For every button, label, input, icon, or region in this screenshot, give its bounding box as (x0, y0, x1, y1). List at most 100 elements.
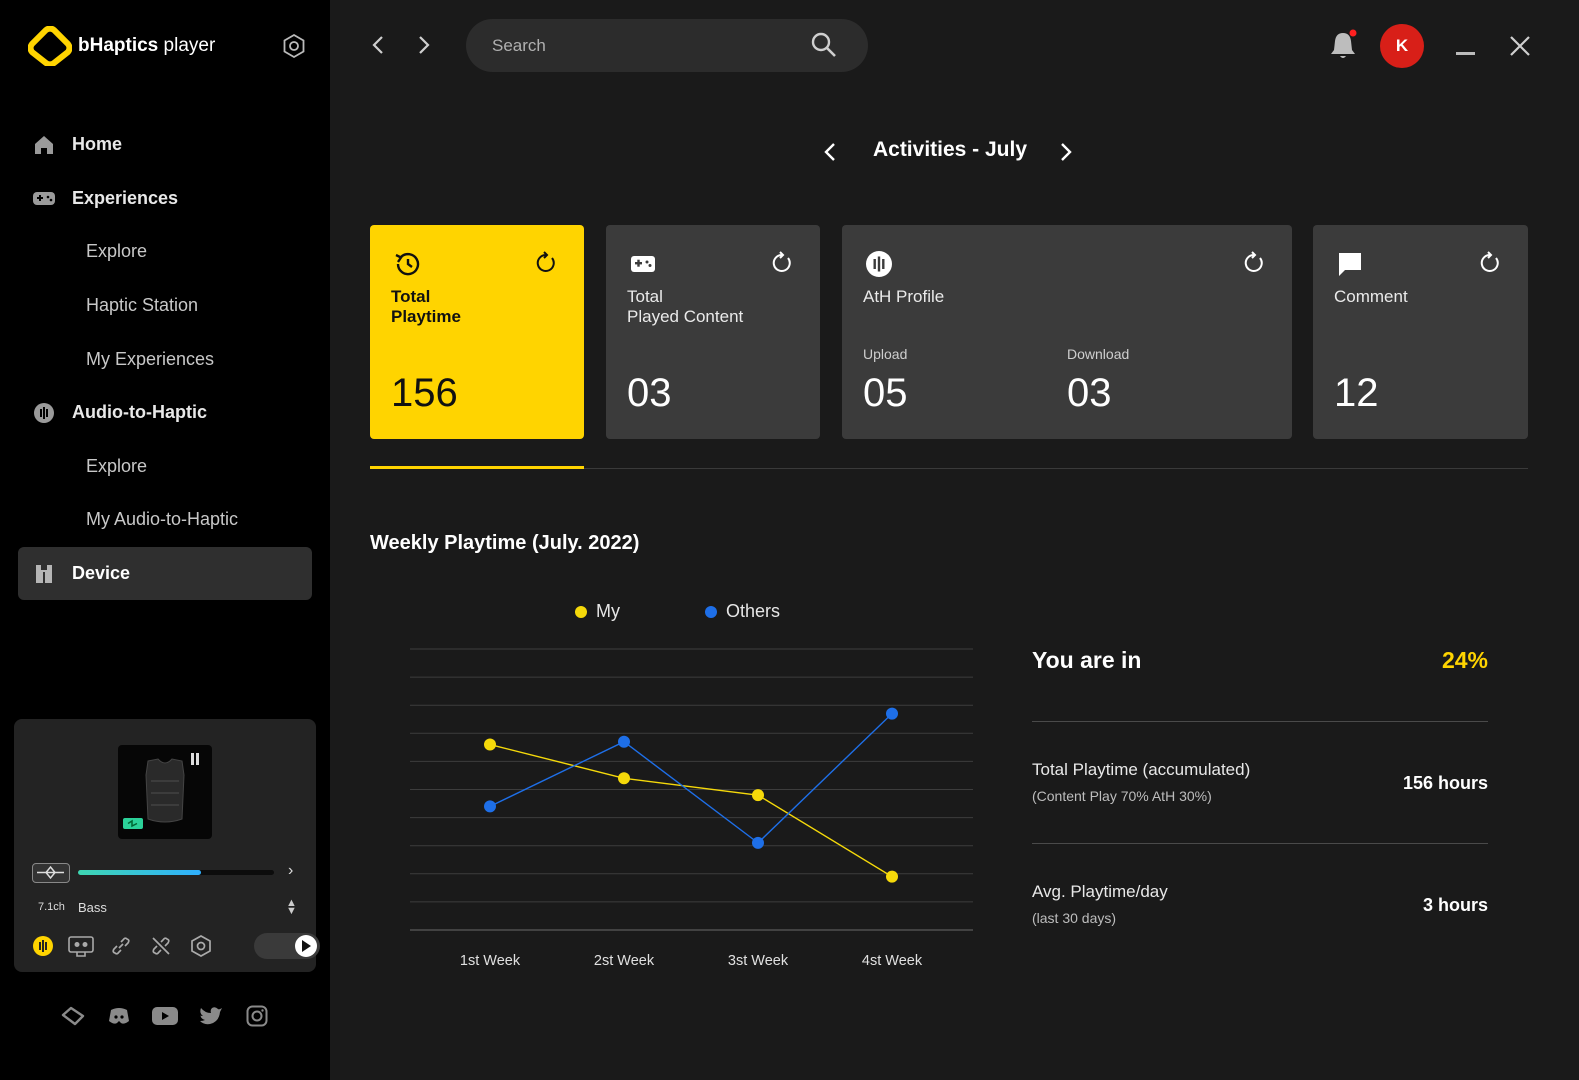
sidebar-item-my-audio-to-haptic[interactable]: My Audio-to-Haptic (18, 493, 312, 547)
legend-item-others: Others (705, 601, 780, 622)
sidebar-item-label: Explore (86, 455, 148, 476)
sidebar-item-experiences[interactable]: Experiences (18, 172, 312, 226)
sidebar-nav: Home Experiences Explore Haptic Station … (18, 118, 312, 601)
search-icon[interactable] (810, 31, 838, 59)
sidebar-item-home[interactable]: Home (18, 118, 312, 172)
channel-badge: 7.1ch (38, 901, 65, 913)
app-logo[interactable]: bHaptics player (28, 26, 215, 66)
gamepad-icon (631, 256, 655, 272)
data-point-my (618, 772, 630, 785)
sidebar-item-label: Explore (86, 241, 148, 262)
avg-playtime-label: Avg. Playtime/day (1032, 882, 1168, 901)
intensity-slider[interactable] (78, 870, 274, 875)
data-point-others (484, 800, 496, 813)
rank-value: 24% (1441, 647, 1488, 673)
card-total-played-content[interactable]: Total Played Content 03 (606, 225, 820, 439)
device-thumbnail[interactable] (118, 745, 212, 839)
legend-item-my: My (575, 601, 620, 622)
youtube-icon[interactable] (152, 1003, 178, 1029)
app-name: bHaptics player (78, 35, 216, 56)
data-point-my (886, 870, 898, 883)
card-comment[interactable]: Comment 12 (1313, 225, 1528, 439)
refresh-icon[interactable] (770, 251, 794, 275)
device-card: › 7.1ch Bass ▲ ▼ (14, 719, 320, 972)
x-tick-label: 4st Week (862, 953, 923, 969)
avatar[interactable]: K (1380, 24, 1424, 68)
legend-dot (575, 605, 587, 618)
home-icon (32, 133, 56, 157)
audio-haptic-icon (866, 251, 892, 277)
rank-label: You are in (1032, 647, 1142, 673)
mode-select[interactable]: Bass (78, 900, 107, 915)
sort-arrows-icon[interactable]: ▲ ▼ (286, 897, 297, 917)
next-month-icon[interactable] (1056, 140, 1076, 164)
screen-record-icon[interactable] (68, 933, 94, 959)
divider (1032, 721, 1488, 722)
avg-playtime-period: (last 30 days) (1032, 910, 1117, 926)
weekly-playtime-chart: 1st Week 2st Week 3st Week 4st Week (410, 648, 973, 969)
notification-bell-icon[interactable] (1328, 29, 1358, 61)
audio-haptic-toggle-icon[interactable] (30, 933, 56, 959)
sidebar-item-audio-to-haptic[interactable]: Audio-to-Haptic (18, 386, 312, 440)
settings-icon[interactable] (281, 33, 307, 59)
x-tick-label: 2st Week (594, 953, 655, 969)
card-ath-profile[interactable]: AtH Profile Upload 05 Download 03 (842, 225, 1292, 439)
forward-arrow-icon[interactable] (414, 33, 434, 57)
play-toggle[interactable] (254, 933, 320, 959)
audio-haptic-icon (32, 401, 56, 425)
discord-icon[interactable] (106, 1003, 132, 1029)
unlink-icon[interactable] (148, 933, 174, 959)
card-label: Comment (1334, 287, 1408, 306)
instagram-icon[interactable] (244, 1003, 270, 1029)
gamepad-icon (32, 186, 56, 210)
activities-title: Activities - July (872, 138, 1028, 161)
sidebar-item-label: My Audio-to-Haptic (86, 509, 239, 530)
bhaptics-link-icon[interactable] (60, 1003, 86, 1029)
refresh-icon[interactable] (534, 251, 558, 275)
download-label: Download (1067, 346, 1130, 362)
sidebar-item-my-experiences[interactable]: My Experiences (18, 332, 312, 386)
comment-icon (1339, 253, 1361, 276)
divider (1032, 843, 1488, 844)
legend-label: My (596, 601, 620, 621)
sidebar-item-label: Experiences (72, 187, 179, 208)
sidebar-item-experiences-explore[interactable]: Explore (18, 225, 312, 279)
twitter-icon[interactable] (198, 1003, 224, 1029)
x-tick-label: 1st Week (460, 953, 521, 969)
data-point-others (886, 707, 898, 720)
refresh-icon[interactable] (1478, 251, 1502, 275)
refresh-icon[interactable] (1242, 251, 1266, 275)
sidebar-item-audio-explore[interactable]: Explore (18, 440, 312, 494)
search-input[interactable] (492, 33, 792, 59)
sidebar-item-haptic-station[interactable]: Haptic Station (18, 279, 312, 333)
close-icon[interactable] (1508, 34, 1532, 58)
legend-dot (705, 605, 717, 618)
vest-icon (123, 753, 199, 829)
data-point-my (752, 789, 764, 802)
tab-divider (370, 468, 1528, 469)
minimize-icon[interactable] (1456, 52, 1475, 55)
total-playtime-value: 156 hours (1402, 773, 1488, 793)
back-arrow-icon[interactable] (368, 33, 388, 57)
sidebar-item-label: Home (72, 134, 123, 155)
total-playtime-breakdown: (Content Play 70% AtH 30%) (1032, 788, 1212, 804)
notification-dot (1349, 29, 1357, 37)
card-value: 156 (391, 371, 458, 415)
sidebar-item-label: Haptic Station (86, 295, 199, 316)
chevron-right-icon[interactable]: › (288, 862, 294, 879)
card-label: Total Played Content (627, 287, 744, 326)
sidebar: bHaptics player Home Experiences Explore (0, 0, 330, 1080)
card-label: Total Playtime (391, 287, 461, 326)
sidebar-item-device[interactable]: Device (18, 546, 312, 601)
search-bar (466, 19, 868, 72)
prev-month-icon[interactable] (820, 140, 840, 164)
device-settings-icon[interactable] (188, 933, 214, 959)
sidebar-item-label: My Experiences (86, 348, 215, 369)
intensity-row: › (32, 861, 302, 883)
upload-value: 05 (863, 371, 908, 415)
card-total-playtime[interactable]: Total Playtime 156 (370, 225, 584, 439)
device-icon (32, 562, 56, 586)
sidebar-item-label: Audio-to-Haptic (72, 402, 207, 423)
link-icon[interactable] (108, 933, 134, 959)
